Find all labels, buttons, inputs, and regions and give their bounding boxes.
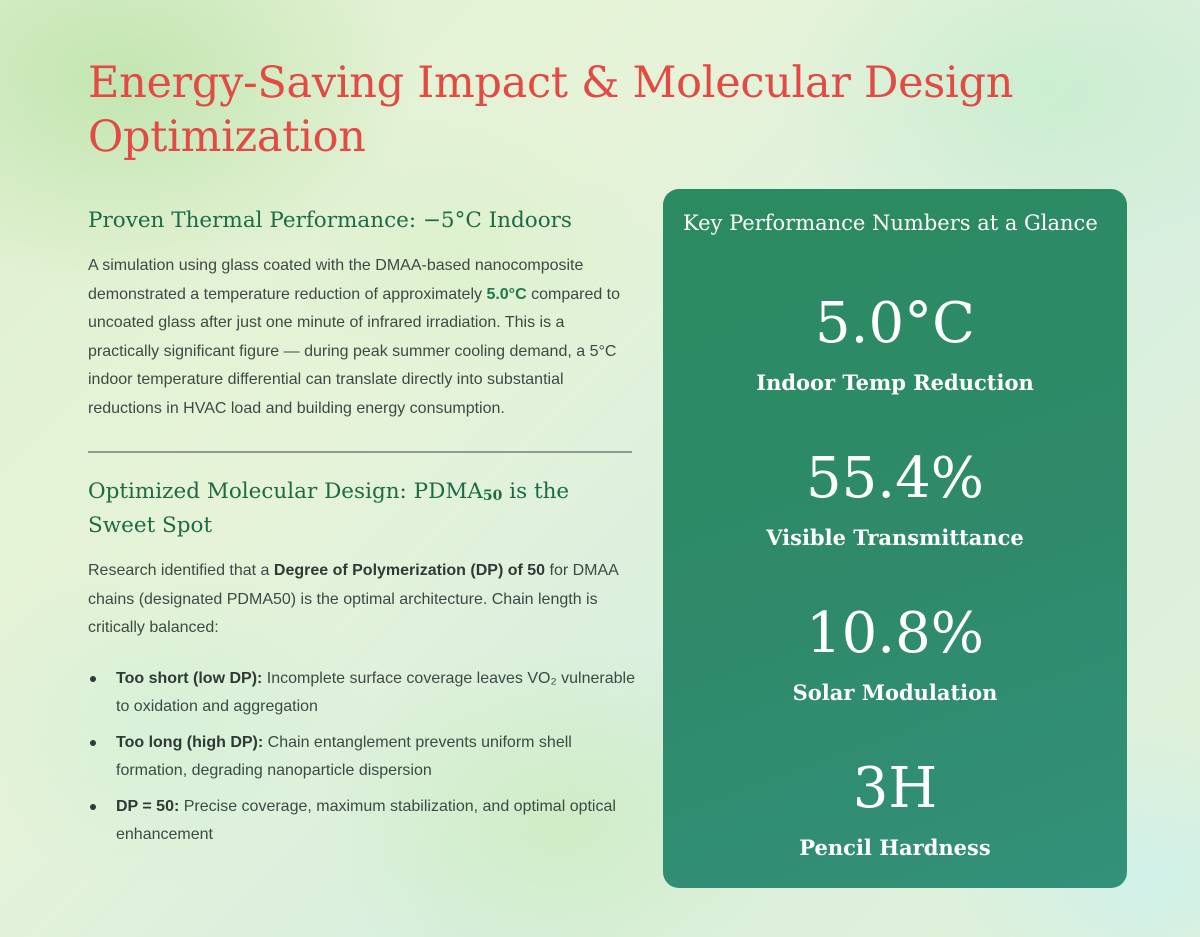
heading-text: Optimized Molecular Design: PDMA <box>88 479 483 504</box>
section-divider <box>88 451 632 453</box>
molecular-design-paragraph: Research identified that a Degree of Pol… <box>88 557 636 643</box>
list-item-lead: Too long (high DP): <box>116 733 264 751</box>
stat-value: 3H <box>852 756 938 821</box>
chain-length-list: Too short (low DP): Incomplete surface c… <box>88 665 636 850</box>
heading-subscript: 50 <box>482 488 503 504</box>
left-column: Proven Thermal Performance: −5°C Indoors… <box>88 206 636 857</box>
list-item-text: Chain entanglement prevents uniform shel… <box>116 733 572 780</box>
stat-value: 5.0°C <box>815 291 975 356</box>
dp-highlight: Degree of Polymerization (DP) of 50 <box>273 562 546 579</box>
list-item-text: Precise coverage, maximum stabilization,… <box>116 797 616 844</box>
thermal-performance-heading: Proven Thermal Performance: −5°C Indoors <box>88 208 572 233</box>
list-item: Too short (low DP): Incomplete surface c… <box>88 665 636 722</box>
list-item-lead: DP = 50: <box>116 797 180 815</box>
stat-solar-modulation: 10.8% Solar Modulation <box>663 601 1127 707</box>
stat-label: Solar Modulation <box>792 680 998 705</box>
heading-text: is the Sweet Spot <box>88 479 570 538</box>
page-title: Energy-Saving Impact & Molecular Design … <box>88 58 1014 162</box>
panel-title: Key Performance Numbers at a Glance <box>683 211 1098 235</box>
thermal-performance-paragraph: A simulation using glass coated with the… <box>88 252 636 423</box>
temp-reduction-highlight: 5.0°C <box>486 285 527 303</box>
paragraph-text: for DMAA chains (designated PDMA50) is t… <box>88 562 618 636</box>
list-item: DP = 50: Precise coverage, maximum stabi… <box>88 793 636 850</box>
list-item-lead: Too short (low DP): <box>116 669 263 687</box>
paragraph-text: A simulation using glass coated with the… <box>88 257 584 303</box>
key-numbers-panel: Key Performance Numbers at a Glance 5.0°… <box>663 189 1127 888</box>
paragraph-text: compared to uncoated glass after just on… <box>88 285 621 417</box>
stat-label: Indoor Temp Reduction <box>756 370 1034 395</box>
list-item: Too long (high DP): Chain entanglement p… <box>88 729 636 786</box>
stat-value: 10.8% <box>806 601 984 666</box>
paragraph-text: Research identified that a <box>88 562 274 579</box>
stat-visible-transmittance: 55.4% Visible Transmittance <box>663 446 1127 552</box>
stat-label: Pencil Hardness <box>799 835 991 860</box>
stat-temp-reduction: 5.0°C Indoor Temp Reduction <box>663 291 1127 397</box>
molecular-design-heading: Optimized Molecular Design: PDMA50 is th… <box>88 477 636 540</box>
list-item-text: Incomplete surface coverage leaves VO₂ v… <box>116 669 635 716</box>
stat-pencil-hardness: 3H Pencil Hardness <box>663 756 1127 862</box>
stat-label: Visible Transmittance <box>766 525 1024 550</box>
stat-value: 55.4% <box>806 446 984 511</box>
